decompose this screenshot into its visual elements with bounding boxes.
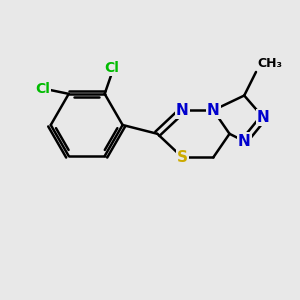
Text: Cl: Cl — [35, 82, 50, 96]
Text: Cl: Cl — [105, 61, 119, 75]
Text: CH₃: CH₃ — [257, 58, 283, 70]
Text: S: S — [177, 150, 188, 165]
Text: N: N — [207, 103, 220, 118]
Text: N: N — [176, 103, 189, 118]
Text: N: N — [257, 110, 270, 125]
Text: N: N — [238, 134, 250, 149]
